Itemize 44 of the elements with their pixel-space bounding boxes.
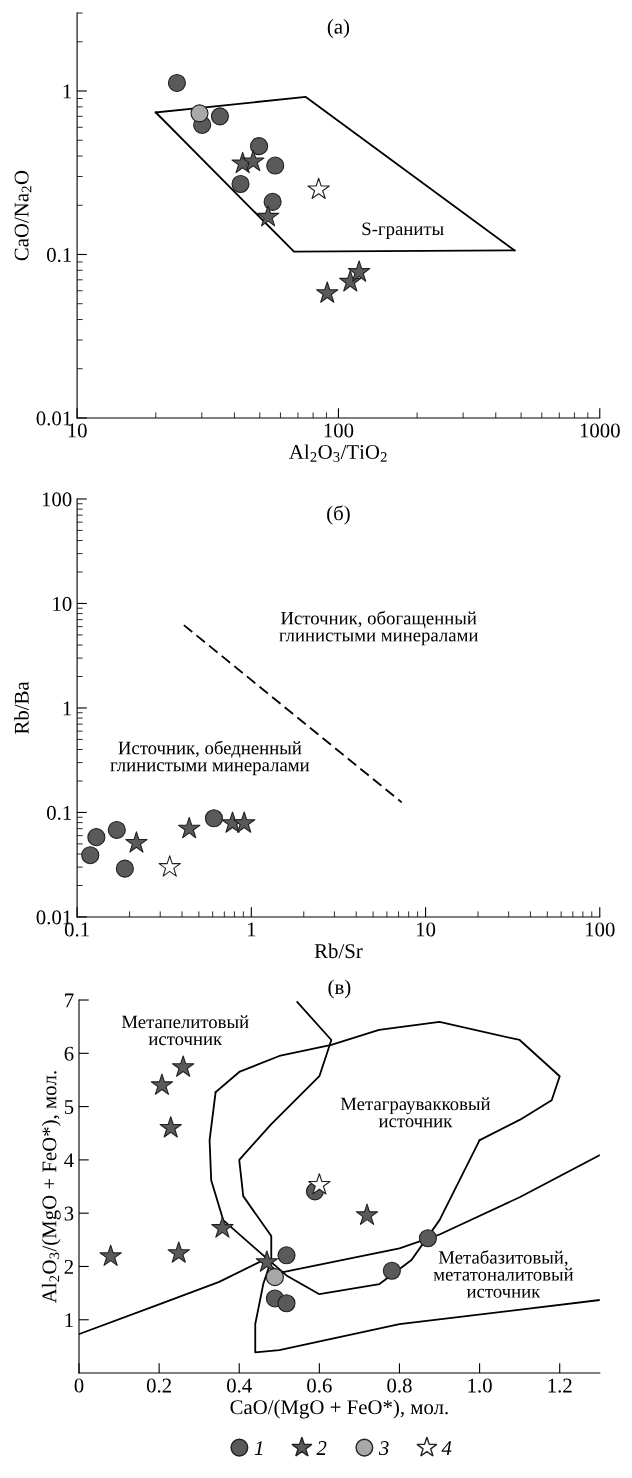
y-tick-label: 4 (64, 1153, 74, 1168)
x-tick-label: 0.2 (146, 1378, 171, 1393)
y-tick-label: 6 (64, 1046, 74, 1061)
x-tick-label: 0.8 (387, 1378, 412, 1393)
x-tick-label: 0.6 (307, 1378, 332, 1393)
legend-label: 2 (316, 1441, 327, 1455)
y-tick-label: 7 (65, 993, 74, 1008)
chart-title: (б) (327, 505, 350, 525)
x-tick-label: 0 (74, 1378, 84, 1393)
annotation: Источник, обогащенный глинистыми минералами (279, 610, 479, 646)
x-tick-label: 1000 (580, 423, 620, 438)
x-tick-label: 100 (324, 423, 354, 438)
x-axis-title: Rb/Sr (314, 943, 363, 959)
x-tick-label: 1 (247, 922, 256, 937)
y-tick-label: 10 (53, 596, 72, 611)
y-tick-label: 1 (63, 84, 71, 99)
annotation: Метаграувакковый источник (340, 1097, 491, 1128)
x-tick-label: 1.0 (468, 1378, 492, 1393)
x-tick-label: 1.2 (548, 1378, 572, 1393)
chart-title: (в) (328, 979, 351, 999)
y-tick-label: 0.1 (47, 247, 71, 263)
y-tick-label: 1 (63, 701, 71, 716)
x-tick-label: 10 (416, 922, 436, 937)
x-tick-label: 100 (585, 922, 615, 937)
y-tick-label: 0.1 (47, 805, 71, 820)
y-tick-label: 5 (64, 1100, 74, 1115)
y-axis-title: CaO/Na$_{2}$O (14, 170, 32, 261)
y-tick-label: 100 (42, 492, 72, 507)
annotation: Источник, обедненный глинистыми минералами (110, 740, 310, 776)
y-tick-label: 1 (65, 1313, 73, 1327)
y-axis-title: Rb/Ba (14, 681, 29, 734)
annotation: Метабазитовый, метатоналитовый источник (433, 1250, 574, 1298)
legend-label: 4 (441, 1441, 452, 1455)
x-axis-title: CaO/(MgO + FeO*), мол. (230, 1399, 448, 1419)
y-tick-label: 3 (64, 1206, 74, 1221)
legend-label: 3 (378, 1441, 389, 1456)
annotation: S-граниты (362, 222, 444, 239)
y-axis-title: Al$_{2}$O$_{3}$/(MgO + FeO*), мол. (41, 1071, 61, 1304)
y-tick-label: 2 (64, 1259, 73, 1274)
x-axis-title: Al$_{2}$O$_{3}$/TiO$_{2}$ (289, 444, 387, 462)
chart-title: (a) (327, 19, 350, 38)
legend-label: 1 (254, 1441, 263, 1455)
annotation: Метапелитовый источник (121, 1015, 249, 1046)
x-tick-label: 0.4 (227, 1378, 252, 1393)
